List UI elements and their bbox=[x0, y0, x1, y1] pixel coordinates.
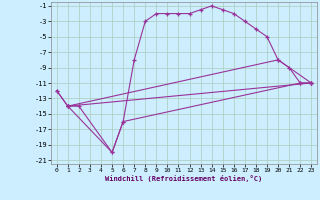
X-axis label: Windchill (Refroidissement éolien,°C): Windchill (Refroidissement éolien,°C) bbox=[105, 175, 263, 182]
